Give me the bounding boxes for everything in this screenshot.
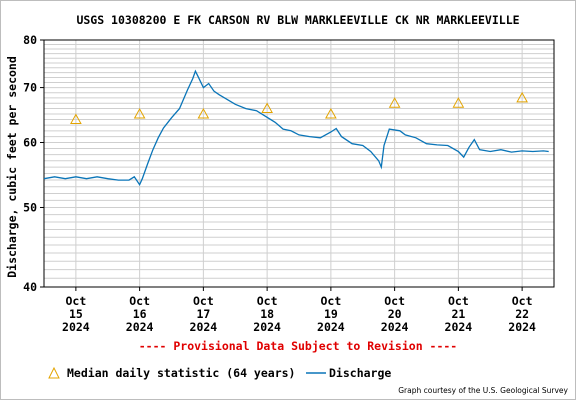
x-tick-label: 15 [69, 307, 83, 321]
x-tick-label: 2024 [445, 320, 473, 334]
x-tick-label: 20 [388, 307, 402, 321]
x-tick-label: 2024 [317, 320, 345, 334]
x-tick-label: 19 [324, 307, 338, 321]
median-marker [70, 113, 82, 125]
x-axis-ticks: Oct152024Oct162024Oct172024Oct182024Oct1… [62, 287, 536, 334]
x-tick-label: 16 [133, 307, 147, 321]
y-tick-label: 80 [23, 33, 37, 47]
x-tick-label: 2024 [253, 320, 281, 334]
median-marker [197, 107, 210, 119]
x-tick-label: 2024 [508, 320, 536, 334]
y-tick-label: 50 [23, 200, 37, 214]
y-tick-label: 60 [23, 136, 37, 150]
median-marker [452, 97, 465, 108]
y-tick-label: 70 [23, 81, 37, 95]
y-axis-label: Discharge, cubic feet per second [5, 56, 19, 278]
x-tick-label: 2024 [190, 320, 218, 334]
x-tick-label: 2024 [381, 320, 409, 334]
series-layer [43, 69, 549, 187]
legend-median-marker [48, 366, 60, 379]
x-tick-label: Oct [193, 294, 214, 308]
median-marker [516, 91, 528, 103]
legend: Median daily statistic (64 years) Discha… [48, 366, 391, 380]
legend-median-label: Median daily statistic (64 years) [67, 366, 295, 380]
legend-discharge-label: Discharge [329, 366, 391, 380]
median-marker [133, 107, 146, 119]
x-tick-label: 22 [515, 307, 529, 321]
credit-text: Graph courtesy of the U.S. Geological Su… [398, 386, 568, 395]
median-marker [388, 97, 401, 108]
y-axis-ticks: 40 50 60 70 80 [23, 33, 44, 294]
chart-title: USGS 10308200 E FK CARSON RV BLW MARKLEE… [76, 13, 519, 27]
x-tick-label: Oct [512, 294, 533, 308]
x-tick-label: 21 [451, 307, 465, 321]
x-tick-label: Oct [257, 294, 278, 308]
x-tick-label: 2024 [126, 320, 154, 334]
plot-area [43, 39, 555, 288]
x-tick-label: Oct [384, 294, 405, 308]
x-tick-label: 17 [196, 307, 210, 321]
x-tick-label: 2024 [62, 320, 90, 334]
x-tick-label: Oct [320, 294, 341, 308]
median-marker [325, 107, 337, 119]
discharge-line [43, 69, 549, 187]
median-marker [261, 102, 273, 114]
y-tick-label: 40 [23, 280, 37, 294]
x-tick-label: 18 [260, 307, 274, 321]
x-tick-label: Oct [448, 294, 469, 308]
grid [44, 40, 554, 287]
x-tick-label: Oct [129, 294, 150, 308]
provisional-note: ---- Provisional Data Subject to Revisio… [139, 339, 458, 353]
x-tick-label: Oct [65, 294, 86, 308]
